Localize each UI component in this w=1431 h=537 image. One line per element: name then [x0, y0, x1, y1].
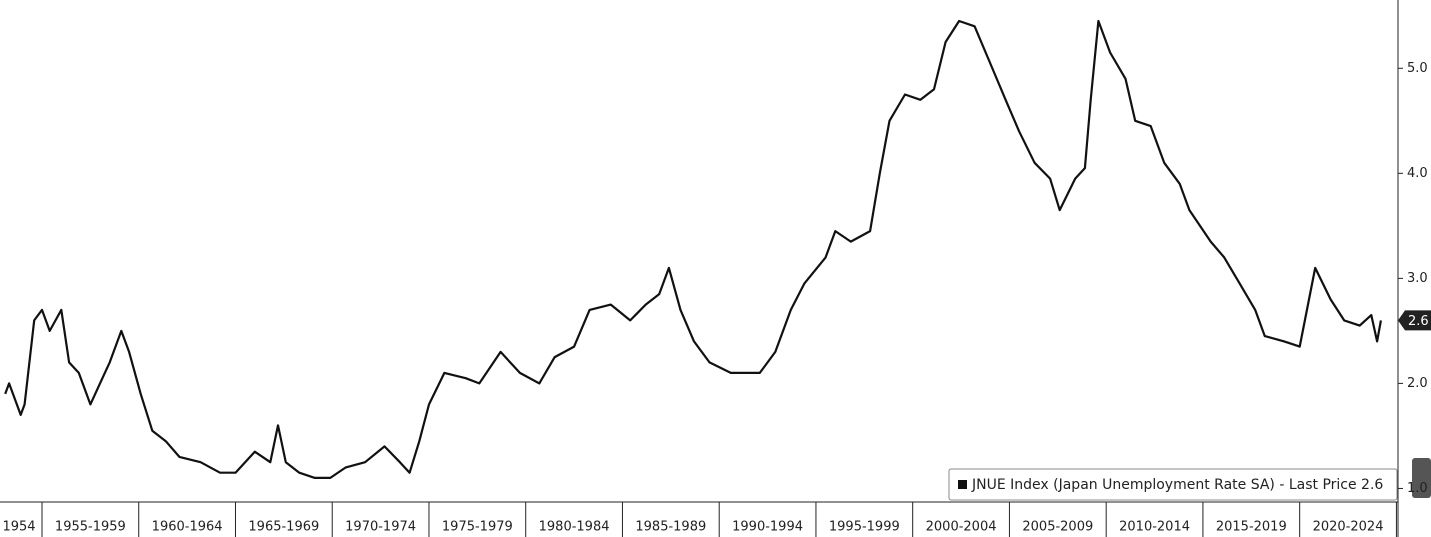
y-tick-label: 5.0	[1407, 61, 1428, 76]
x-period-label: 1995-1999	[829, 520, 900, 535]
x-period-label: 2000-2004	[926, 520, 997, 535]
legend-swatch	[958, 480, 967, 489]
y-tick-label: 4.0	[1407, 166, 1428, 181]
x-period-label: 1960-1964	[152, 520, 223, 535]
last-value-label: 2.6	[1408, 314, 1429, 329]
x-period-label: 2005-2009	[1022, 520, 1093, 535]
y-tick-label: 2.0	[1407, 376, 1428, 391]
x-period-label: 1955-1959	[55, 520, 126, 535]
series-line	[4, 19, 1382, 479]
x-period-label: 1954	[2, 520, 35, 535]
x-period-label: 1965-1969	[248, 520, 319, 535]
x-period-label: 1985-1989	[635, 520, 706, 535]
last-value-tag	[1398, 310, 1431, 331]
x-period-label: 1990-1994	[732, 520, 803, 535]
x-period-label: 1970-1974	[345, 520, 416, 535]
x-period-label: 1975-1979	[442, 520, 513, 535]
side-icon	[1412, 458, 1431, 498]
x-period-label: 2010-2014	[1119, 520, 1190, 535]
x-period-label: 2020-2024	[1313, 520, 1384, 535]
y-tick-label: 1.0	[1407, 481, 1428, 496]
legend: JNUE Index (Japan Unemployment Rate SA) …	[948, 468, 1398, 501]
y-tick-label: 3.0	[1407, 271, 1428, 286]
legend-text: JNUE Index (Japan Unemployment Rate SA) …	[971, 477, 1383, 493]
x-period-label: 2015-2019	[1216, 520, 1287, 535]
legend-box	[948, 468, 1398, 501]
x-period-label: 1980-1984	[539, 520, 610, 535]
